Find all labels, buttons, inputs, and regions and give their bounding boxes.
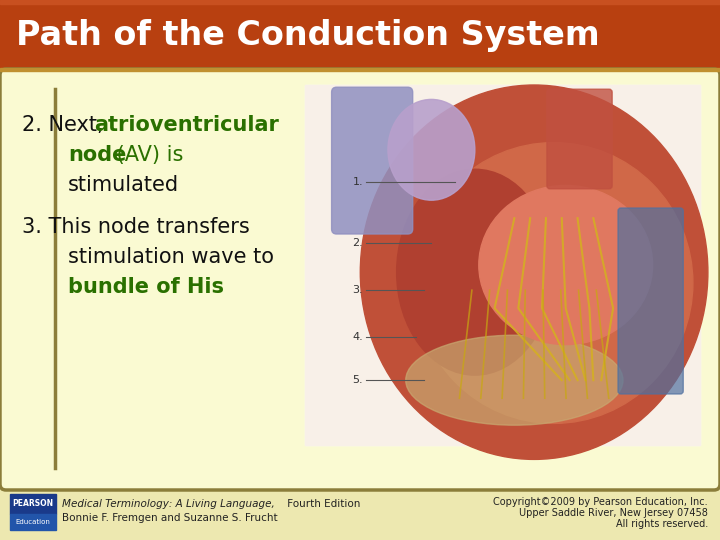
- Text: atrioventricular: atrioventricular: [94, 115, 279, 135]
- Text: All rights reserved.: All rights reserved.: [616, 519, 708, 529]
- Text: 1.: 1.: [352, 177, 363, 187]
- Text: Medical Terminology: A Living Language,: Medical Terminology: A Living Language,: [62, 499, 275, 509]
- FancyBboxPatch shape: [0, 69, 720, 490]
- Text: node: node: [68, 145, 127, 165]
- Text: Path of the Conduction System: Path of the Conduction System: [16, 18, 600, 51]
- Bar: [10, 494, 56, 514]
- Text: 2.: 2.: [352, 238, 363, 248]
- Bar: [0, 0, 720, 70]
- Ellipse shape: [360, 85, 708, 460]
- FancyBboxPatch shape: [618, 208, 683, 394]
- Text: 4.: 4.: [352, 332, 363, 342]
- Text: Education: Education: [16, 519, 50, 525]
- Text: 2. Next,: 2. Next,: [22, 115, 110, 135]
- Text: PEARSON: PEARSON: [12, 500, 53, 509]
- Text: Copyright©2009 by Pearson Education, Inc.: Copyright©2009 by Pearson Education, Inc…: [493, 497, 708, 507]
- Bar: [0, 488, 720, 540]
- Text: Fourth Edition: Fourth Edition: [284, 499, 361, 509]
- Bar: [0, 68, 720, 71]
- Text: Bonnie F. Fremgen and Suzanne S. Frucht: Bonnie F. Fremgen and Suzanne S. Frucht: [62, 513, 278, 523]
- Text: stimulation wave to: stimulation wave to: [68, 247, 274, 267]
- Ellipse shape: [388, 99, 475, 200]
- Ellipse shape: [415, 143, 693, 423]
- Text: stimulated: stimulated: [68, 175, 179, 195]
- Ellipse shape: [479, 185, 652, 345]
- Bar: [0, 0, 720, 4]
- Ellipse shape: [406, 335, 623, 425]
- Text: 5.: 5.: [352, 375, 363, 385]
- Text: Upper Saddle River, New Jersey 07458: Upper Saddle River, New Jersey 07458: [519, 508, 708, 518]
- Bar: [305, 85, 700, 445]
- Text: 3.: 3.: [352, 285, 363, 295]
- Text: 3. This node transfers: 3. This node transfers: [22, 217, 250, 237]
- Text: bundle of His: bundle of His: [68, 277, 224, 297]
- Ellipse shape: [397, 169, 553, 375]
- Bar: [10, 514, 56, 530]
- Text: (AV) is: (AV) is: [110, 145, 184, 165]
- Bar: [305, 85, 700, 445]
- FancyBboxPatch shape: [332, 87, 413, 234]
- FancyBboxPatch shape: [547, 89, 612, 189]
